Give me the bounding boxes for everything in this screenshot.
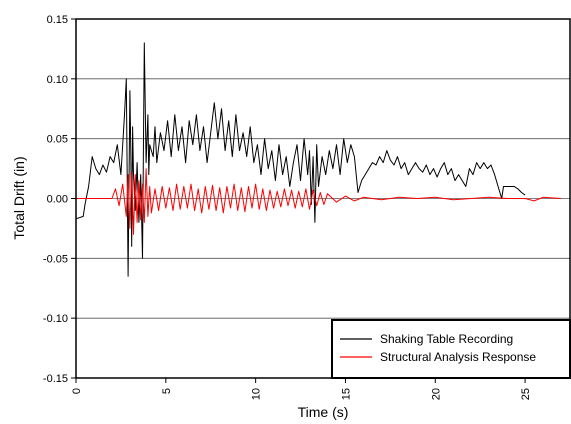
x-tick-label: 5 bbox=[161, 388, 173, 394]
x-axis-ticks: 0 5 10 15 20 25 bbox=[71, 378, 532, 400]
x-tick-label: 25 bbox=[520, 388, 532, 400]
x-tick-label: 0 bbox=[71, 388, 83, 394]
x-tick-label: 15 bbox=[340, 388, 352, 400]
x-tick-label: 10 bbox=[251, 388, 263, 400]
y-tick-label: 0.15 bbox=[47, 14, 68, 26]
y-tick-label: -0.05 bbox=[43, 253, 68, 265]
y-tick-label: 0.00 bbox=[47, 194, 68, 206]
y-axis-title: Total Drift (in) bbox=[11, 156, 27, 239]
x-tick-label: 20 bbox=[430, 388, 442, 400]
y-tick-label: 0.10 bbox=[47, 74, 68, 86]
series-line-structural-analysis bbox=[76, 168, 562, 235]
legend: Shaking Table Recording Structural Analy… bbox=[331, 319, 571, 379]
y-tick-label: -0.10 bbox=[43, 313, 68, 325]
y-tick-label: 0.05 bbox=[47, 134, 68, 146]
legend-label-structural-analysis: Structural Analysis Response bbox=[380, 350, 536, 364]
series-layer bbox=[75, 42, 562, 277]
x-axis-title: Time (s) bbox=[298, 404, 349, 420]
legend-box bbox=[331, 319, 571, 379]
y-tick-label: -0.15 bbox=[43, 373, 68, 385]
grid-lines bbox=[76, 78, 570, 319]
y-axis-ticks: -0.15 -0.10 -0.05 0.00 0.05 0.10 0.15 bbox=[43, 14, 76, 385]
legend-label-shaking-table: Shaking Table Recording bbox=[380, 332, 513, 346]
